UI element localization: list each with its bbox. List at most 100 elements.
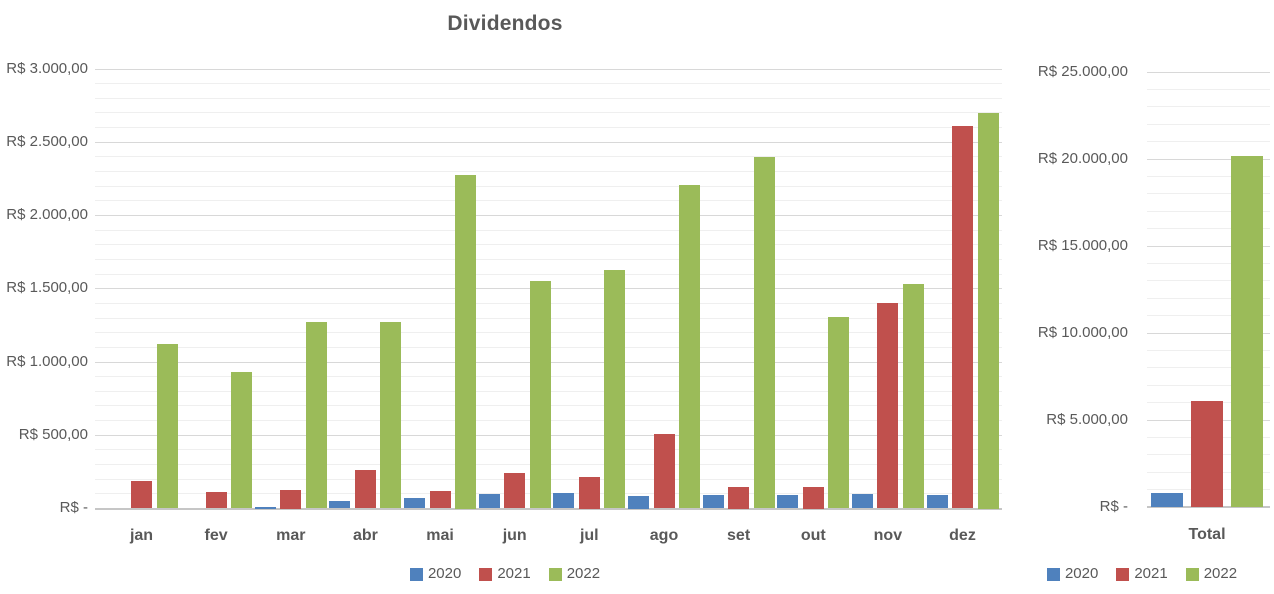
y-axis-tick-label: R$ 10.000,00 [1037,323,1128,341]
minor-gridline [95,156,1002,158]
bar-2022-abr [380,322,402,509]
y-axis-tick-label: R$ 1.500,00 [6,279,88,297]
bar-2022-jan [156,344,178,509]
bar-2022-set [753,156,775,509]
bar-2022-mai [455,174,477,509]
legend-swatch-2020 [1046,567,1060,581]
legend-label-2022: 2022 [566,565,601,582]
minor-gridline [95,171,1002,173]
legend-swatch-2021 [1116,567,1130,581]
minor-gridline [1147,123,1270,125]
minor-gridline [1147,315,1270,317]
minor-gridline [95,244,1002,246]
bar-2021-abr [354,470,376,509]
legend-label-2020: 2020 [427,565,462,582]
y-axis-tick-label: R$ 25.000,00 [1037,62,1128,80]
major-gridline [95,141,1002,143]
minor-gridline [1147,210,1270,212]
minor-gridline [95,185,1002,187]
minor-gridline [95,127,1002,129]
minor-gridline [1147,367,1270,369]
minor-gridline [95,83,1002,85]
bar-2020-out [777,494,799,509]
minor-gridline [1147,384,1270,386]
y-axis-tick-label: R$ 2.000,00 [6,206,88,223]
bar-2020-Total [1151,493,1183,507]
bar-2020-nov [851,493,873,509]
bar-2022-jul [604,269,626,509]
bar-2021-out [802,486,824,509]
category-label-fev: fev [204,527,228,544]
legend-item-2022: 2022 [1185,565,1238,582]
minor-gridline [1147,262,1270,264]
legend-swatch-2020 [409,567,423,581]
major-gridline [1147,332,1270,334]
bar-2022-mar [305,322,327,509]
legend-item-2020: 2020 [1046,565,1099,582]
minor-gridline [1147,193,1270,195]
category-label-mar: mar [276,527,306,544]
minor-gridline [95,229,1002,231]
y-axis-tick-label: R$ 2.500,00 [6,132,88,150]
bar-2021-set [728,486,750,509]
y-axis-tick-label: R$ - [1099,497,1128,515]
legend-label-2022: 2022 [1203,565,1238,582]
category-label-abr: abr [352,527,378,544]
minor-gridline [95,97,1002,99]
bar-2022-Total [1231,155,1263,507]
legend-label-2020: 2020 [1064,565,1099,582]
bar-2021-Total [1191,400,1223,507]
bar-2022-nov [902,284,924,509]
minor-gridline [1147,280,1270,282]
bar-2020-jul [553,493,575,509]
category-label-jan: jan [129,527,154,544]
bar-2021-ago [653,433,675,509]
major-gridline [1147,245,1270,247]
category-label-nov: nov [873,527,903,544]
bar-2021-jun [504,473,526,509]
bar-2020-jun [478,493,500,509]
minor-gridline [1147,141,1270,143]
minor-gridline [1147,106,1270,108]
legend-item-2021: 2021 [479,565,531,582]
y-axis-tick-label: R$ 15.000,00 [1037,236,1128,254]
bar-2021-nov [877,303,899,509]
y-axis-tick-label: R$ 500,00 [18,425,88,443]
minor-gridline [95,273,1002,275]
bar-2021-mai [429,490,451,509]
category-label-Total: Total [1188,526,1226,543]
bar-2021-jan [131,480,152,509]
bar-2022-fev [231,372,253,509]
category-label-jun: jun [502,527,527,544]
legend-swatch-2022 [1185,567,1199,581]
bar-2021-fev [205,492,227,509]
bar-2020-mar [254,507,276,509]
bar-2021-jul [578,477,600,509]
major-gridline [1147,71,1270,73]
y-axis-tick-label: R$ 1.000,00 [6,352,88,370]
minor-gridline [1147,297,1270,299]
bar-2021-dez [952,126,973,509]
category-label-dez: dez [949,527,976,544]
chart-title: Dividendos [447,12,563,35]
minor-gridline [1147,88,1270,90]
major-gridline [1147,158,1270,160]
legend-label-2021: 2021 [1134,565,1168,582]
minor-gridline [95,258,1002,260]
legend-item-2022: 2022 [548,565,601,582]
minor-gridline [95,200,1002,202]
category-label-jul: jul [579,527,599,544]
bar-2020-mai [404,498,426,509]
legend-label-2021: 2021 [497,565,531,582]
bar-2020-abr [329,501,351,509]
y-axis-tick-label: R$ - [59,499,88,516]
y-axis-tick-label: R$ 5.000,00 [1046,410,1128,428]
y-axis-tick-label: R$ 3.000,00 [6,59,88,77]
category-label-out: out [800,527,826,544]
minor-gridline [95,112,1002,114]
bar-2022-out [828,316,850,509]
bar-2021-mar [280,489,302,509]
bar-2020-dez [926,495,948,509]
x-axis-line [95,507,1002,510]
legend: 2020 2021 2022 [0,566,1010,582]
